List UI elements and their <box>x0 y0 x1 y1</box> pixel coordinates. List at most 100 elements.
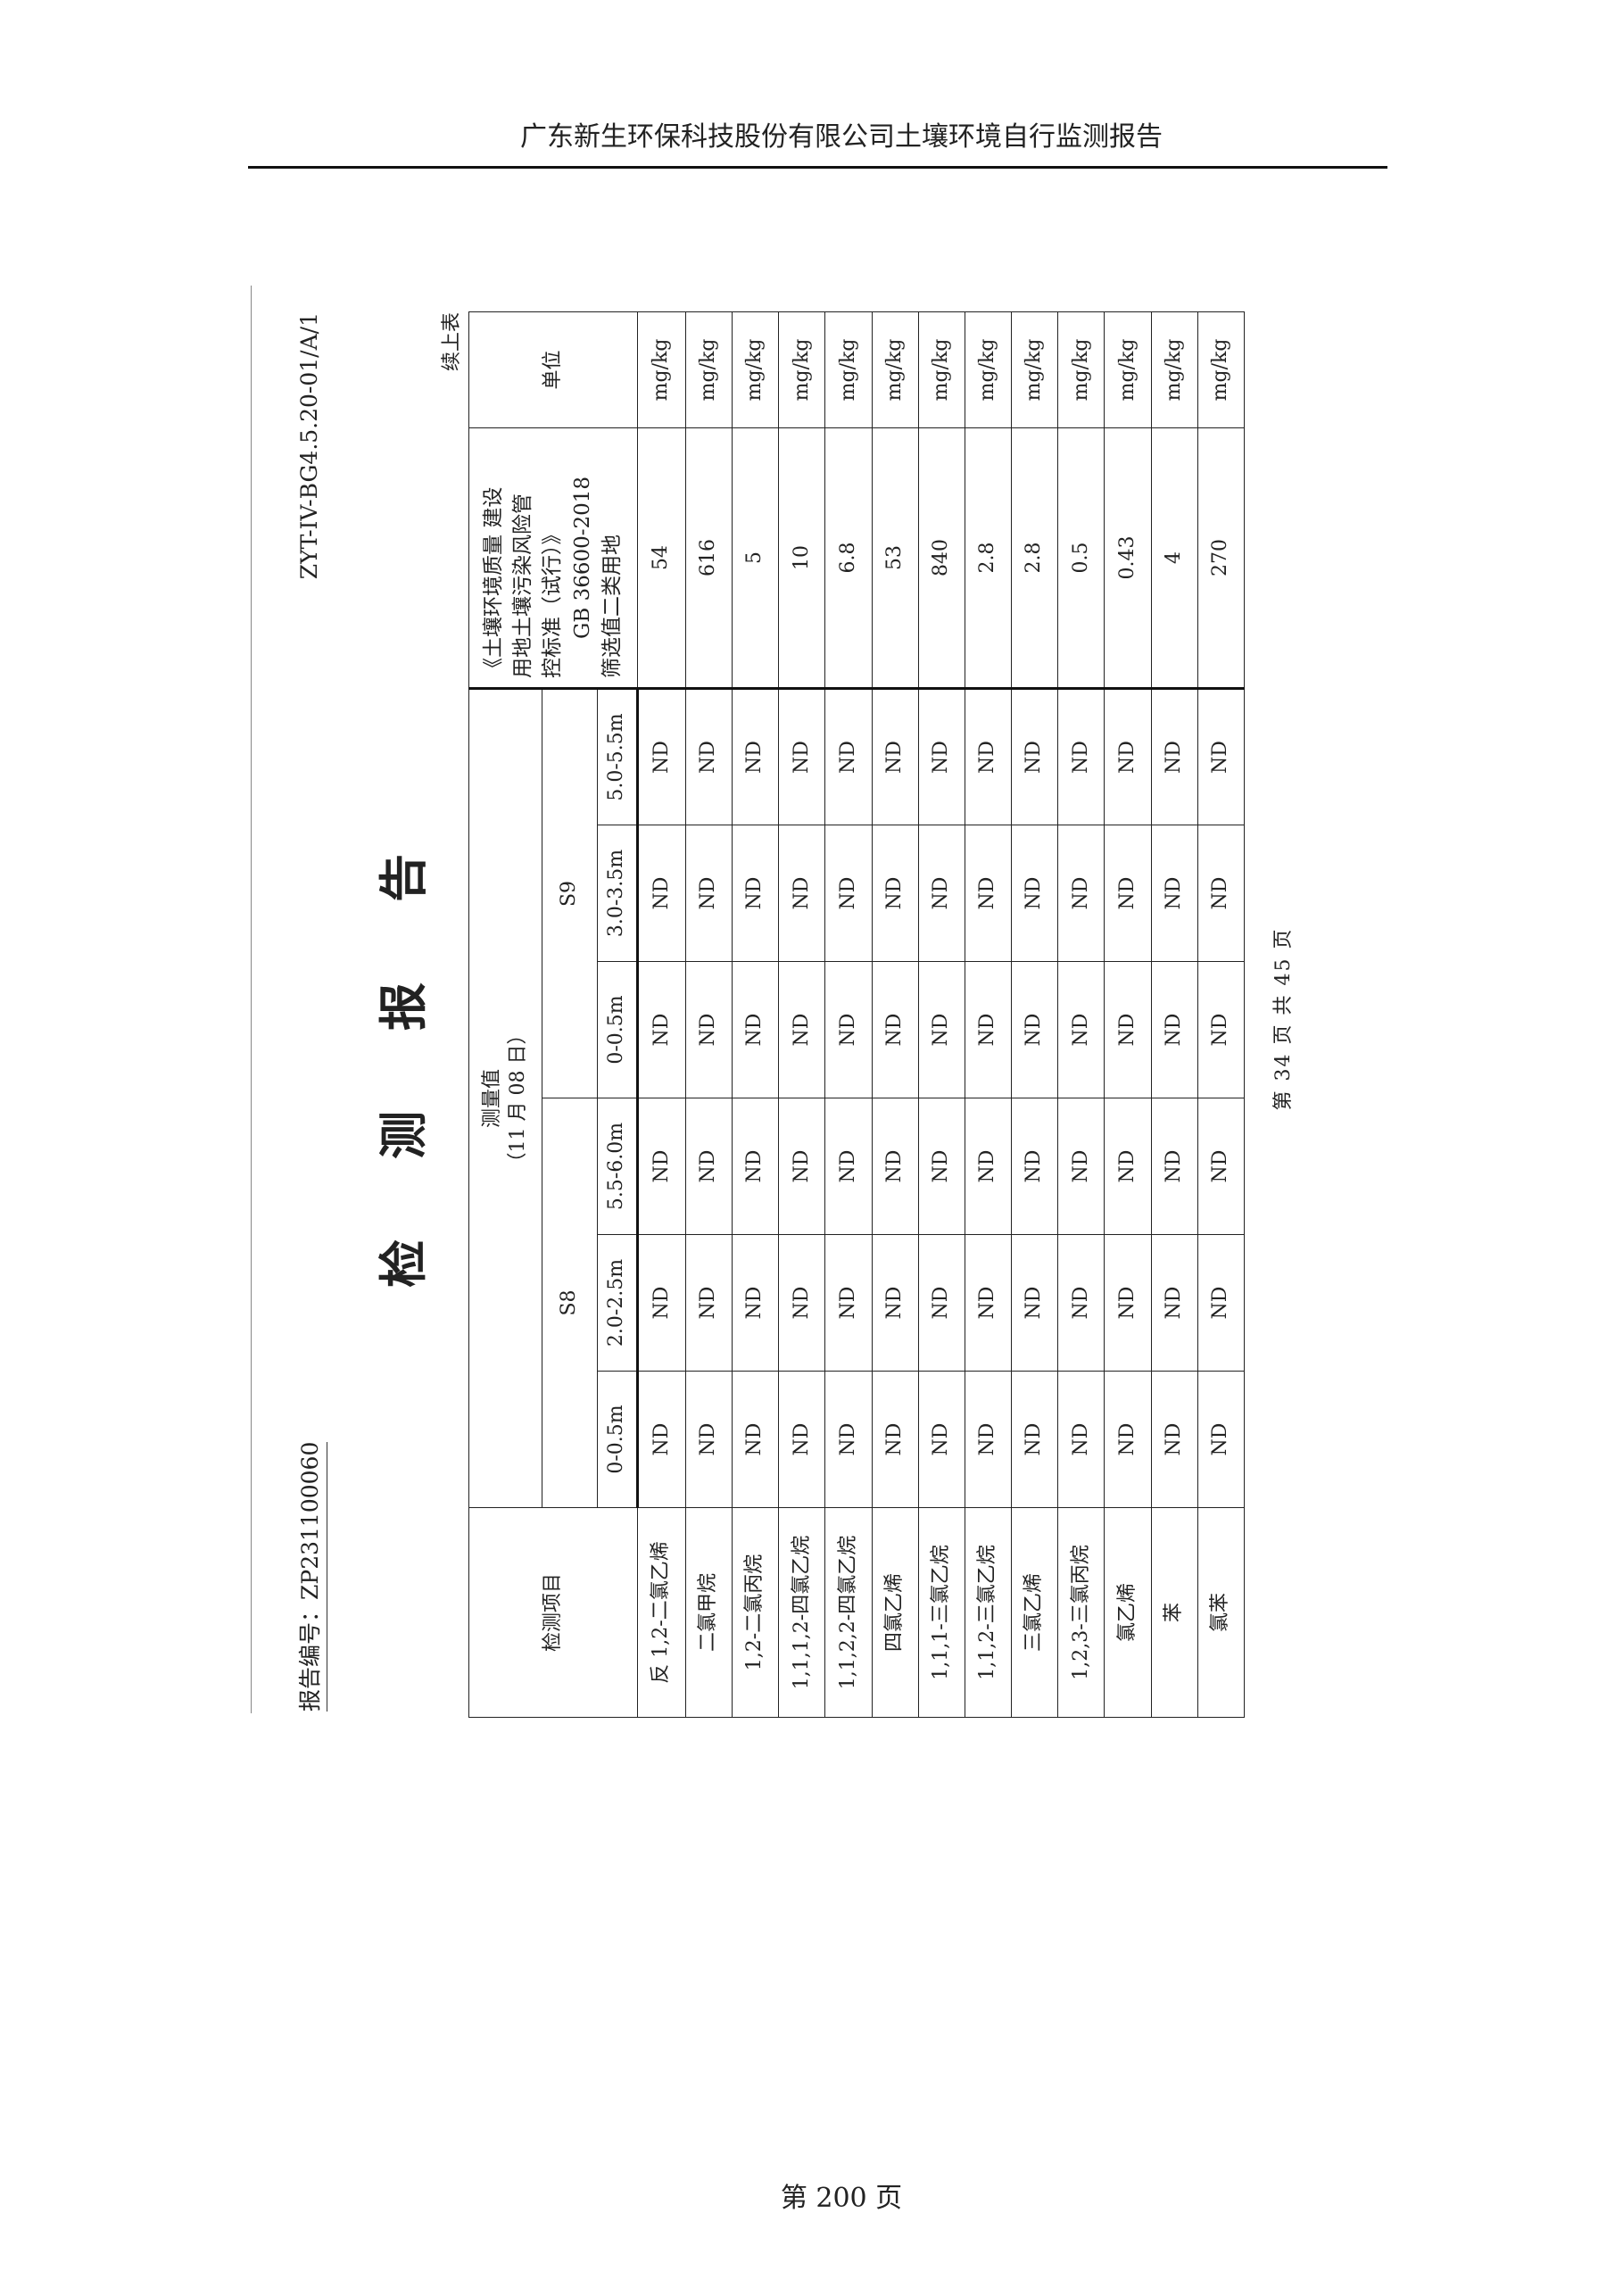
value-cell: ND <box>918 825 965 962</box>
value-cell: ND <box>824 825 873 962</box>
value-cell: ND <box>824 961 873 1098</box>
header-rule <box>248 166 1387 169</box>
item-header: 检测项目 <box>468 1507 638 1718</box>
value-cell: ND <box>778 1371 825 1508</box>
depth-header: 5.5-6.0m <box>597 1098 638 1235</box>
table-row: 1,1,2-三氯乙烷 ND ND ND ND ND ND 2.8 mg/kg <box>965 311 1012 1718</box>
table-row: 1,1,1-三氯乙烷 ND ND ND ND ND ND 840 mg/kg <box>918 311 965 1718</box>
item-cell: 1,2,3-三氯丙烷 <box>1057 1507 1105 1718</box>
value-cell: ND <box>965 688 1012 825</box>
item-cell: 氯乙烯 <box>1104 1507 1152 1718</box>
value-cell: ND <box>778 688 825 825</box>
item-cell: 1,1,1-三氯乙烷 <box>918 1507 965 1718</box>
value-cell: ND <box>1197 1234 1245 1372</box>
standard-cell: 2.8 <box>965 427 1012 689</box>
unit-cell: mg/kg <box>1011 311 1058 428</box>
table-row: 苯 ND ND ND ND ND ND 4 mg/kg <box>1151 311 1198 1718</box>
value-cell: ND <box>1104 1098 1152 1235</box>
value-cell: ND <box>1057 825 1105 962</box>
scan-edge-line <box>251 286 252 1713</box>
table-row: 1,1,1,2-四氯乙烷 ND ND ND ND ND ND 10 mg/kg <box>778 311 825 1718</box>
unit-cell: mg/kg <box>965 311 1012 428</box>
standard-cell: 270 <box>1197 427 1245 689</box>
page-footer: 第 200 页 <box>780 2183 903 2214</box>
measured-header: 测量值 （11 月 08 日） <box>468 688 542 1508</box>
value-cell: ND <box>872 825 919 962</box>
standard-cell: 53 <box>872 427 919 689</box>
value-cell: ND <box>1011 1098 1058 1235</box>
value-cell: ND <box>637 688 686 825</box>
site-s9-header: S9 <box>542 688 598 1098</box>
unit-cell: mg/kg <box>1057 311 1105 428</box>
value-cell: ND <box>1057 961 1105 1098</box>
value-cell: ND <box>1104 1234 1152 1372</box>
value-cell: ND <box>1151 1098 1198 1235</box>
table-row: 1,2-二氯丙烷 ND ND ND ND ND ND 5 mg/kg <box>732 311 779 1718</box>
value-cell: ND <box>918 688 965 825</box>
value-cell: ND <box>685 1234 733 1372</box>
value-cell: ND <box>965 1098 1012 1235</box>
value-cell: ND <box>637 961 686 1098</box>
depth-header: 2.0-2.5m <box>597 1234 638 1372</box>
value-cell: ND <box>1151 688 1198 825</box>
item-cell: 1,1,1,2-四氯乙烷 <box>778 1507 825 1718</box>
value-cell: ND <box>965 1371 1012 1508</box>
standard-cell: 616 <box>685 427 733 689</box>
value-cell: ND <box>965 825 1012 962</box>
value-cell: ND <box>732 1371 779 1508</box>
value-cell: ND <box>732 825 779 962</box>
value-cell: ND <box>1151 961 1198 1098</box>
standard-cell: 10 <box>778 427 825 689</box>
value-cell: ND <box>918 1371 965 1508</box>
item-cell: 反 1,2-二氯乙烯 <box>637 1507 686 1718</box>
table-row: 氯苯 ND ND ND ND ND ND 270 mg/kg <box>1197 311 1245 1718</box>
unit-cell: mg/kg <box>637 311 686 428</box>
table-row: 三氯乙烯 ND ND ND ND ND ND 2.8 mg/kg <box>1011 311 1058 1718</box>
value-cell: ND <box>685 688 733 825</box>
value-cell: ND <box>778 825 825 962</box>
unit-cell: mg/kg <box>685 311 733 428</box>
unit-cell: mg/kg <box>1151 311 1198 428</box>
standard-header-line: 用地土壤污染风险管 <box>510 493 534 678</box>
table-row: 1,1,2,2-四氯乙烷 ND ND ND ND ND ND 6.8 mg/kg <box>824 311 873 1718</box>
unit-cell: mg/kg <box>918 311 965 428</box>
standard-cell: 4 <box>1151 427 1198 689</box>
value-cell: ND <box>1197 688 1245 825</box>
value-cell: ND <box>965 1234 1012 1372</box>
value-cell: ND <box>1011 961 1058 1098</box>
value-cell: ND <box>824 688 873 825</box>
value-cell: ND <box>1197 1371 1245 1508</box>
results-table: 检测项目 测量值 （11 月 08 日） 《土壤环境质量 建设 用地土壤污染风险管… <box>468 311 1245 1718</box>
value-cell: ND <box>637 825 686 962</box>
value-cell: ND <box>918 961 965 1098</box>
value-cell: ND <box>1151 1371 1198 1508</box>
standard-cell: 2.8 <box>1011 427 1058 689</box>
value-cell: ND <box>824 1234 873 1372</box>
value-cell: ND <box>1011 1234 1058 1372</box>
value-cell: ND <box>872 961 919 1098</box>
item-cell: 三氯乙烯 <box>1011 1507 1058 1718</box>
table-row: 反 1,2-二氯乙烯 ND ND ND ND ND ND 54 mg/kg <box>637 311 686 1718</box>
unit-header: 单位 <box>468 311 638 428</box>
value-cell: ND <box>637 1234 686 1372</box>
value-cell: ND <box>918 1098 965 1235</box>
standard-header-line: 《土壤环境质量 建设 <box>481 486 505 678</box>
value-cell: ND <box>824 1371 873 1508</box>
table-row: 二氯甲烷 ND ND ND ND ND ND 616 mg/kg <box>685 311 733 1718</box>
document-title: 检测报告 <box>375 774 432 1288</box>
value-cell: ND <box>1057 1234 1105 1372</box>
measured-date: （11 月 08 日） <box>506 1024 529 1173</box>
value-cell: ND <box>637 1371 686 1508</box>
site-s8-header: S8 <box>542 1098 598 1508</box>
standard-cell: 5 <box>732 427 779 689</box>
measured-label: 测量值 <box>480 1068 503 1128</box>
unit-cell: mg/kg <box>824 311 873 428</box>
unit-cell: mg/kg <box>872 311 919 428</box>
item-cell: 四氯乙烯 <box>872 1507 919 1718</box>
standard-cell: 0.5 <box>1057 427 1105 689</box>
value-cell: ND <box>732 1234 779 1372</box>
value-cell: ND <box>685 1371 733 1508</box>
item-cell: 1,1,2-三氯乙烷 <box>965 1507 1012 1718</box>
depth-header: 3.0-3.5m <box>597 825 638 962</box>
item-cell: 二氯甲烷 <box>685 1507 733 1718</box>
